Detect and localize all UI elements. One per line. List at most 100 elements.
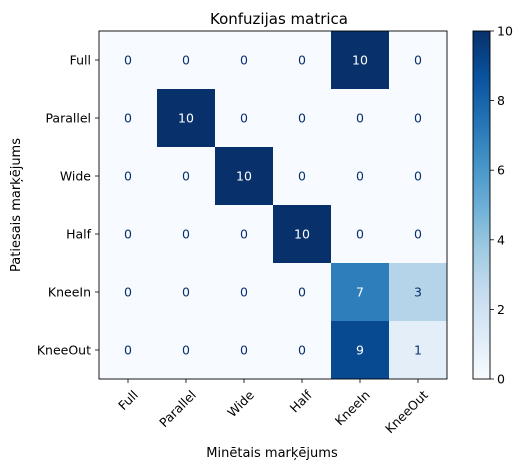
- cell-value: 0: [298, 169, 306, 184]
- cell-value: 0: [240, 285, 248, 300]
- heatmap-cell: [273, 31, 331, 89]
- heatmap-cell: [157, 147, 215, 205]
- cell-value: 0: [182, 227, 190, 242]
- heatmap-cell: [215, 263, 273, 321]
- cell-value: 0: [124, 343, 132, 358]
- heatmap-cell: [215, 147, 273, 205]
- heatmap-cell: [331, 205, 389, 263]
- cell-value: 0: [124, 111, 132, 126]
- x-axis-ticks: Full Parallel Wide Half KneeIn KneeOut: [115, 379, 431, 436]
- plot-frame: [98, 30, 448, 380]
- y-axis-label: Patiesais marķējums: [9, 138, 24, 272]
- heatmap-cell: [99, 321, 157, 379]
- chart-title: Konfuzijas matrica: [210, 10, 348, 28]
- heatmap-cells: [99, 31, 447, 379]
- heatmap-cell: [215, 205, 273, 263]
- cell-value: 0: [356, 169, 364, 184]
- heatmap-cell: [273, 89, 331, 147]
- heatmap-cell: [389, 263, 447, 321]
- heatmap-cell: [389, 147, 447, 205]
- heatmap-cell: [99, 147, 157, 205]
- cell-value: 10: [294, 227, 310, 242]
- cell-value: 0: [356, 111, 364, 126]
- cell-value: 0: [298, 53, 306, 68]
- y-tick-label: KneeIn: [48, 285, 91, 300]
- cell-value: 0: [240, 111, 248, 126]
- heatmap-cell: [99, 31, 157, 89]
- cell-value: 0: [124, 285, 132, 300]
- x-tick-label: Full: [115, 387, 141, 413]
- y-tick-label: Wide: [60, 169, 91, 184]
- cell-value: 0: [124, 169, 132, 184]
- y-tick-label: KneeOut: [37, 343, 91, 358]
- x-axis-label: Minētais marķējums: [206, 446, 338, 461]
- x-tick-label: KneeOut: [382, 387, 431, 436]
- cell-value: 0: [298, 111, 306, 126]
- cell-value: 3: [414, 285, 422, 300]
- cell-value: 7: [356, 285, 364, 300]
- cell-value: 0: [240, 343, 248, 358]
- heatmap-cell: [273, 205, 331, 263]
- colorbar: [472, 30, 491, 380]
- heatmap-cell: [99, 263, 157, 321]
- x-tick-label: Parallel: [156, 387, 199, 430]
- heatmap-cell: [99, 205, 157, 263]
- heatmap-cell: [389, 321, 447, 379]
- heatmap-cell: [389, 205, 447, 263]
- y-tick-label: Parallel: [45, 111, 91, 126]
- heatmap-cell: [389, 89, 447, 147]
- cell-value: 0: [414, 111, 422, 126]
- cell-value: 0: [240, 53, 248, 68]
- colorbar-tick-label: 0: [497, 372, 505, 387]
- colorbar-tick-label: 4: [497, 232, 505, 247]
- heatmap-cell: [331, 89, 389, 147]
- cell-value: 10: [352, 53, 368, 68]
- x-tick-label: KneeIn: [332, 387, 373, 428]
- heatmap-cell: [157, 205, 215, 263]
- heatmap-cell: [157, 321, 215, 379]
- cell-value: 0: [414, 53, 422, 68]
- cell-value: 0: [240, 227, 248, 242]
- heatmap-cell: [331, 31, 389, 89]
- cell-value: 0: [182, 53, 190, 68]
- heatmap-cell: [99, 89, 157, 147]
- heatmap-cell: [157, 89, 215, 147]
- cell-value: 0: [182, 343, 190, 358]
- y-axis-ticks: Full Parallel Wide Half KneeIn KneeOut: [37, 53, 99, 358]
- cell-value: 10: [178, 111, 194, 126]
- cell-value: 1: [414, 343, 422, 358]
- heatmap-cell: [331, 263, 389, 321]
- cell-value: 0: [298, 343, 306, 358]
- cell-value: 0: [124, 227, 132, 242]
- cell-value: 0: [182, 169, 190, 184]
- cell-value: 0: [182, 285, 190, 300]
- colorbar-tick-label: 2: [497, 302, 505, 317]
- cell-value: 0: [298, 285, 306, 300]
- heatmap-cell: [331, 321, 389, 379]
- heatmap-cell: [273, 263, 331, 321]
- y-tick-label: Half: [66, 227, 92, 242]
- colorbar-tick-label: 10: [497, 24, 513, 39]
- cell-value: 9: [356, 343, 364, 358]
- cell-value: 0: [414, 227, 422, 242]
- heatmap-cell: [157, 31, 215, 89]
- cell-value: 0: [124, 53, 132, 68]
- heatmap-cell: [389, 31, 447, 89]
- colorbar-tick-label: 6: [497, 163, 505, 178]
- heatmap-cell: [157, 263, 215, 321]
- cell-value: 0: [356, 227, 364, 242]
- heatmap-cell: [215, 321, 273, 379]
- cell-value: 0: [414, 169, 422, 184]
- heatmap-cell: [273, 321, 331, 379]
- x-tick-label: Wide: [224, 387, 257, 420]
- heatmap-cell: [215, 31, 273, 89]
- cell-value: 10: [236, 169, 252, 184]
- cell-value-labels: 0 0 0 0 10 0 0 10 0 0 0 0 0 0 10 0 0 0 0 0 0 10 0 0 0 0 0 0 7 3 0 0 0 0 9 1: [124, 53, 422, 358]
- colorbar-ticks: 0 2 4 6 8 10: [490, 24, 513, 387]
- heatmap-cell: [273, 147, 331, 205]
- heatmap-cell: [331, 147, 389, 205]
- colorbar-tick-label: 8: [497, 93, 505, 108]
- x-tick-label: Half: [287, 387, 316, 416]
- y-tick-label: Full: [70, 53, 91, 68]
